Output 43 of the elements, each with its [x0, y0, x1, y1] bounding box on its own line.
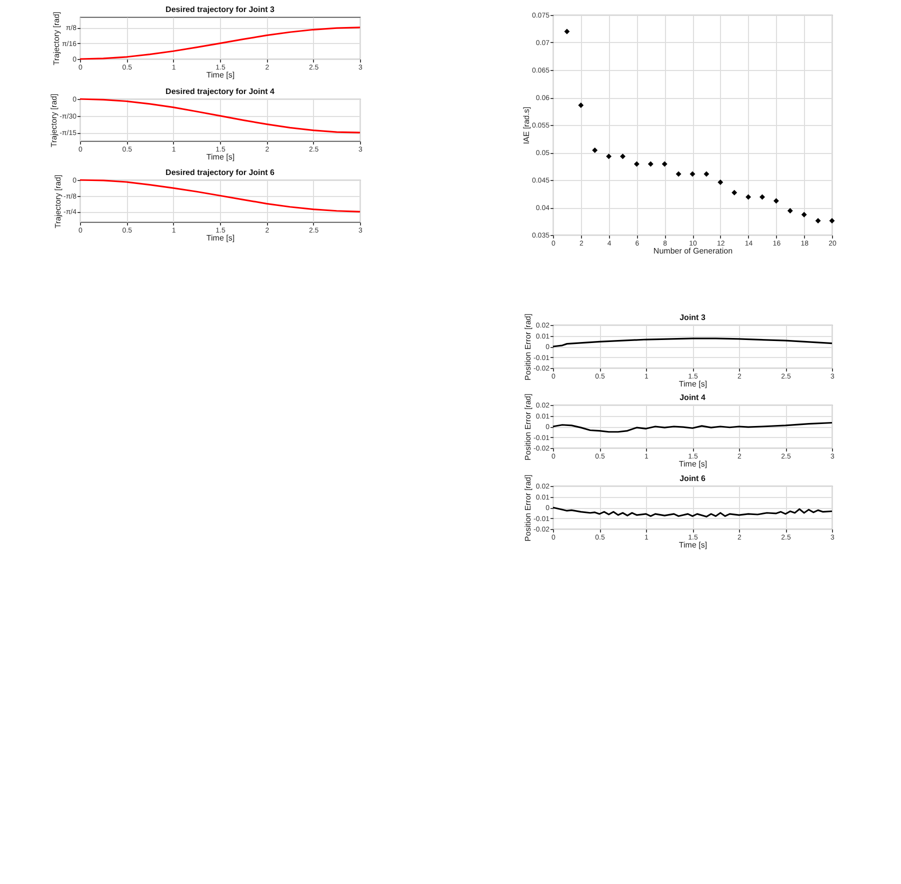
y-axis-title: Position Error [rad]: [524, 314, 533, 380]
point: [718, 179, 724, 185]
chart-title: Joint 6: [680, 474, 706, 483]
point: [815, 218, 821, 224]
y-axis-title: Trajectory [rad]: [52, 12, 61, 66]
point: [676, 171, 682, 177]
y-axis-title: Position Error [rad]: [524, 394, 533, 460]
line-series: [552, 422, 833, 433]
x-axis-title: Time [s]: [206, 234, 235, 242]
y-axis-title: Position Error [rad]: [524, 474, 533, 542]
chart-title: Desired trajectory for Joint 4: [166, 87, 276, 96]
point: [592, 148, 598, 154]
chart-title: Desired trajectory for Joint 3: [166, 5, 276, 14]
point: [662, 161, 668, 167]
point: [829, 218, 835, 224]
point: [564, 28, 570, 34]
x-axis-title: Time [s]: [678, 540, 708, 550]
chart-title: Desired trajectory for Joint 6: [166, 168, 276, 177]
point: [690, 171, 696, 177]
x-axis-title: Time [s]: [678, 380, 708, 388]
point: [578, 102, 584, 108]
point: [773, 198, 779, 204]
point: [801, 212, 807, 218]
y-axis-title: Trajectory [rad]: [50, 94, 59, 148]
point: [620, 154, 626, 160]
line-series: [552, 338, 833, 348]
point: [732, 190, 738, 196]
point: [634, 161, 640, 167]
y-axis-title: IAE [rad.s]: [522, 106, 531, 144]
chart-title: Joint 4: [680, 393, 706, 402]
point: [648, 161, 654, 167]
point: [606, 154, 612, 160]
point: [787, 208, 793, 214]
x-axis-title: Number of Generation: [653, 246, 733, 256]
line-series: [552, 506, 833, 518]
y-axis-title: Trajectory [rad]: [54, 174, 62, 228]
x-axis-title: Time [s]: [206, 70, 235, 80]
point: [746, 194, 752, 200]
point: [704, 171, 710, 177]
chart-title: Joint 3: [680, 313, 706, 322]
x-axis-title: Time [s]: [206, 152, 235, 162]
point: [760, 194, 765, 200]
x-axis-title: Time [s]: [678, 460, 708, 468]
